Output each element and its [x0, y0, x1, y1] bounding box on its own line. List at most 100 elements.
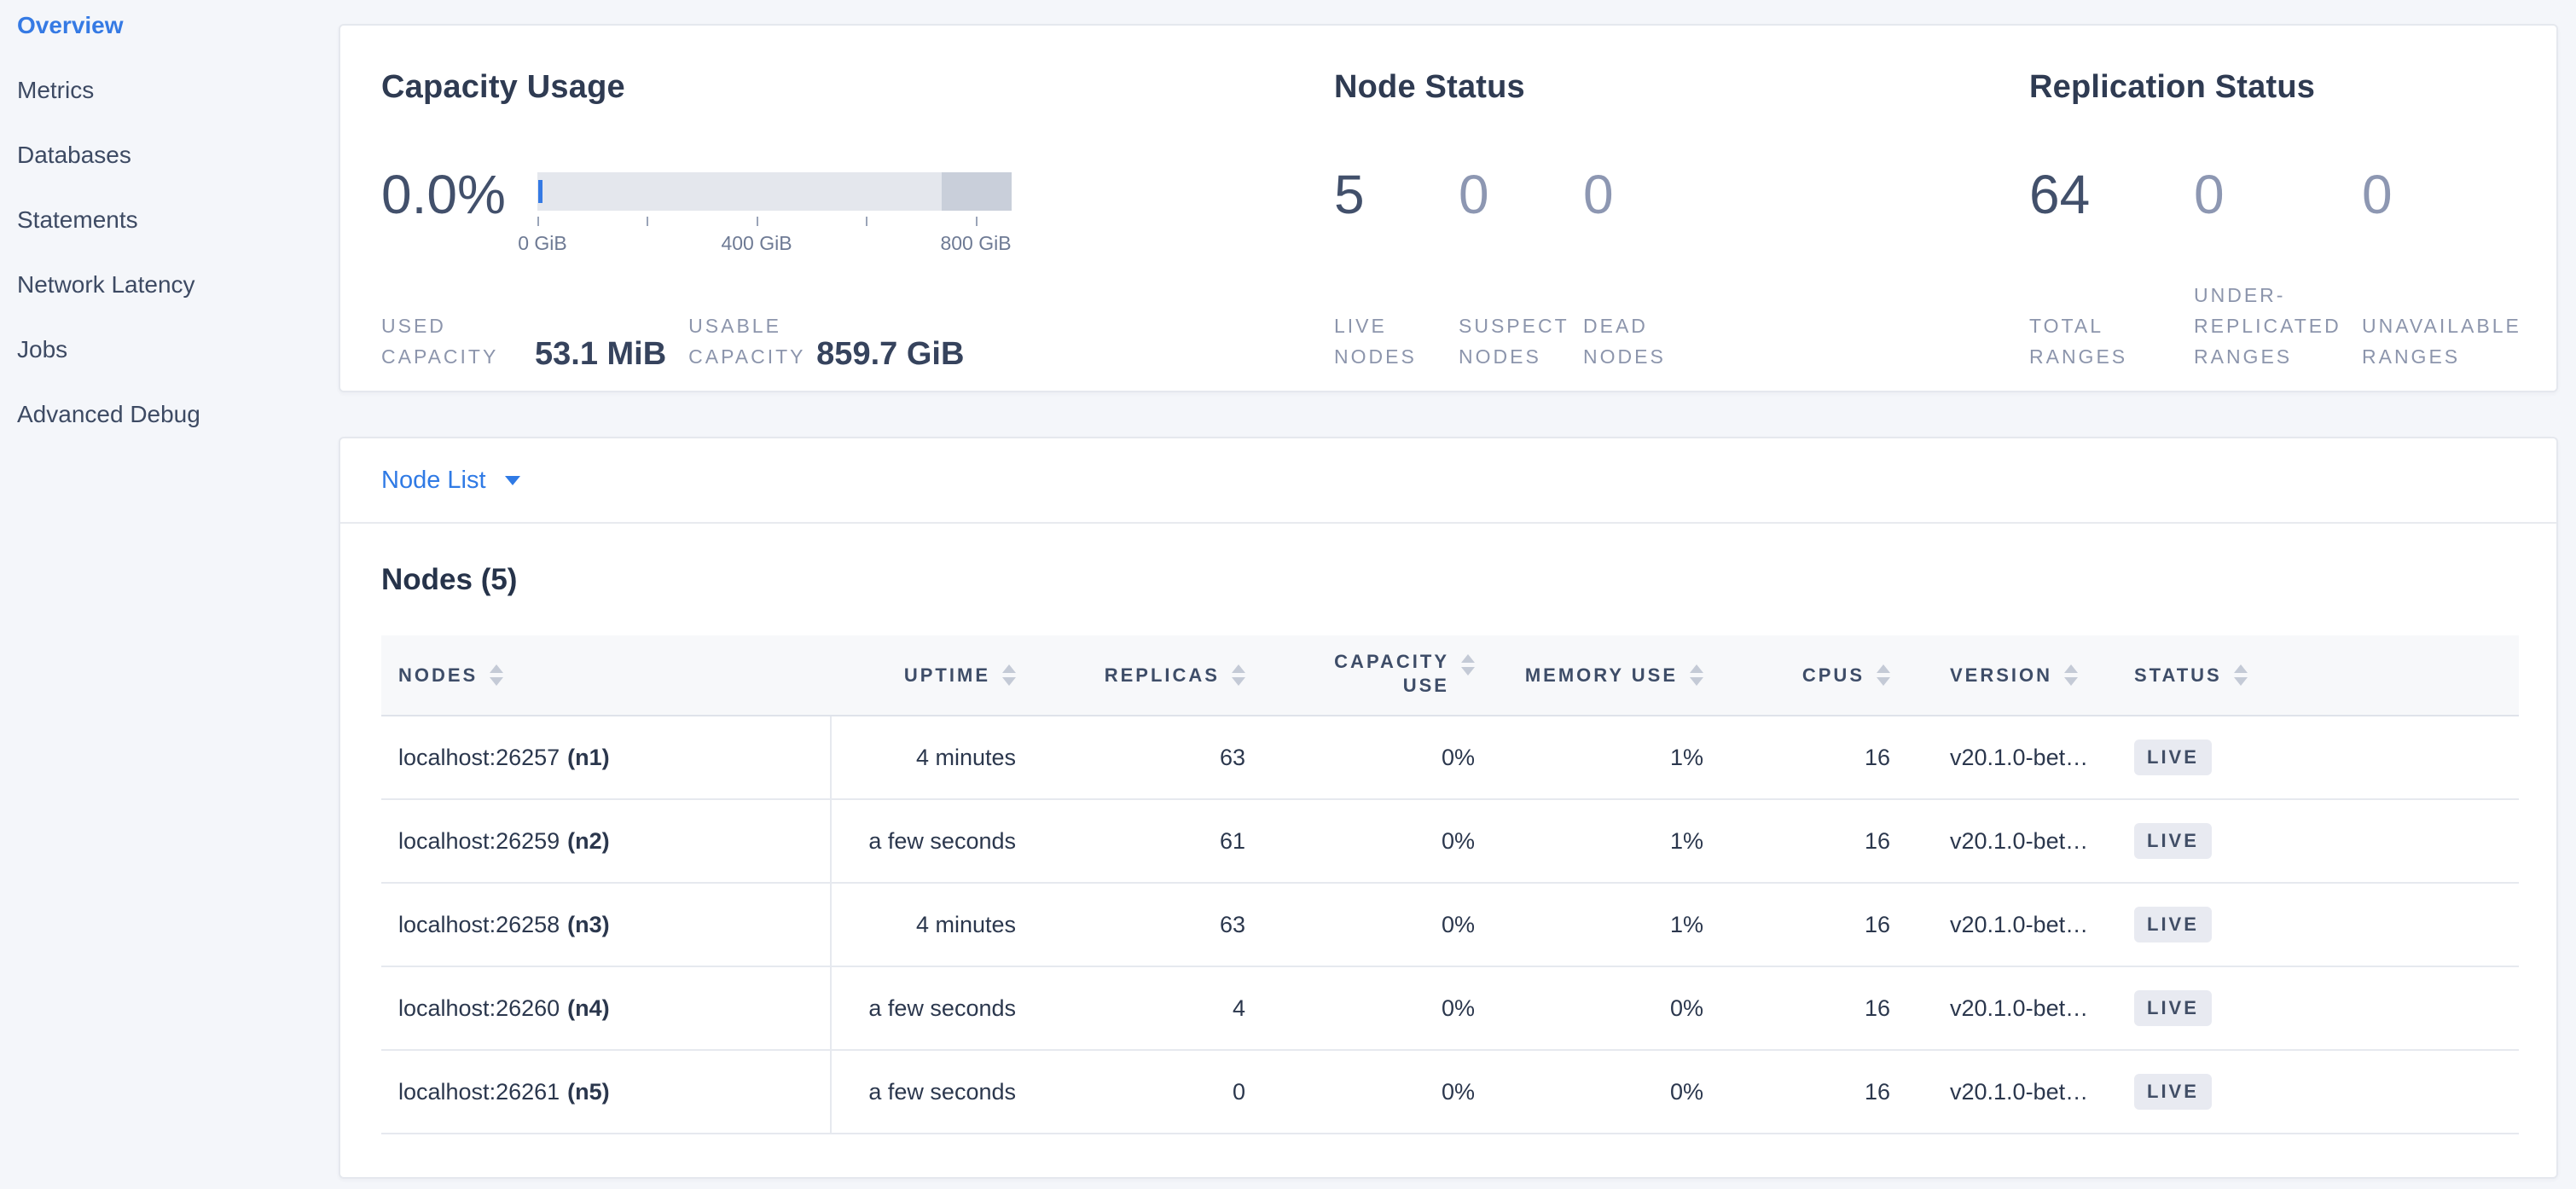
node-id: (n1) — [567, 744, 610, 770]
nodes-heading: Nodes (5) — [381, 563, 518, 596]
version-cell: v20.1.0-bet… — [1950, 827, 2089, 854]
sort-icon — [1461, 654, 1475, 676]
status-badge: LIVE — [2134, 740, 2212, 775]
sort-icon — [1232, 664, 1245, 686]
capacity-details: USED CAPACITY 53.1 MiB USABLE CAPACITY 8… — [381, 310, 964, 372]
column-header-cpus[interactable]: CPUS — [1724, 635, 1911, 715]
node-status-labels: LIVE NODES SUSPECT NODES DEAD NODES — [1334, 310, 1711, 372]
cpus-cell: 16 — [1864, 827, 1890, 854]
axis-tick — [537, 217, 539, 226]
node-list-card: Node List Nodes (5) NODES UPTIME REPLICA… — [339, 437, 2558, 1179]
replicas-cell: 63 — [1219, 911, 1245, 937]
dead-nodes-value: 0 — [1583, 164, 1614, 225]
axis-label: 400 GiB — [721, 232, 792, 254]
live-nodes-value: 5 — [1334, 164, 1365, 225]
replicas-cell: 63 — [1219, 744, 1245, 770]
column-header-version[interactable]: VERSION — [1911, 635, 2121, 715]
column-header-replicas[interactable]: REPLICAS — [1036, 635, 1266, 715]
table-row[interactable]: localhost:26261 (n5) a few seconds 0 0% 0… — [381, 1051, 2519, 1134]
version-cell: v20.1.0-bet… — [1950, 744, 2089, 770]
replication-labels: TOTAL RANGES UNDER-REPLICATED RANGES UNA… — [2029, 280, 2532, 372]
axis-tick — [866, 217, 867, 226]
chevron-down-icon — [504, 475, 520, 485]
under-replicated-ranges-value: 0 — [2194, 164, 2225, 225]
node-id: (n4) — [567, 995, 610, 1021]
cpus-cell: 16 — [1864, 995, 1890, 1021]
node-status-values: 5 0 0 — [1334, 159, 1711, 230]
column-header-status[interactable]: STATUS — [2121, 635, 2519, 715]
sidebar-item-label: Jobs — [17, 336, 68, 362]
node-address: localhost:26259 — [398, 827, 560, 854]
replication-status-title: Replication Status — [2029, 69, 2316, 105]
sidebar-item-label: Statements — [17, 206, 138, 233]
status-badge: LIVE — [2134, 907, 2212, 942]
column-header-uptime[interactable]: UPTIME — [832, 635, 1036, 715]
node-status-title: Node Status — [1334, 69, 1525, 105]
sidebar-item-label: Network Latency — [17, 271, 195, 298]
nodes-table: NODES UPTIME REPLICAS CAPACITY USE MEMOR… — [381, 635, 2519, 1134]
unavailable-ranges-value: 0 — [2362, 164, 2393, 225]
node-address: localhost:26257 — [398, 744, 560, 770]
capacity-bar-track — [537, 172, 1012, 211]
sidebar-item-label: Advanced Debug — [17, 401, 200, 427]
replication-values: 64 0 0 — [2029, 159, 2532, 230]
capacity-percent: 0.0% — [381, 164, 506, 225]
sidebar-item-overview[interactable]: Overview — [0, 0, 333, 58]
capacity-use-cell: 0% — [1441, 995, 1475, 1021]
node-id: (n5) — [567, 1078, 610, 1105]
capacity-bar-reserved-segment — [942, 172, 1012, 211]
table-row[interactable]: localhost:26259 (n2) a few seconds 61 0% … — [381, 800, 2519, 884]
live-nodes-label: LIVE NODES — [1334, 315, 1417, 368]
memory-use-cell: 0% — [1669, 1078, 1703, 1105]
sort-icon — [1690, 664, 1703, 686]
cpus-cell: 16 — [1864, 1078, 1890, 1105]
capacity-use-cell: 0% — [1441, 744, 1475, 770]
column-header-nodes[interactable]: NODES — [381, 635, 832, 715]
replicas-cell: 0 — [1232, 1078, 1245, 1105]
capacity-use-cell: 0% — [1441, 1078, 1475, 1105]
status-badge: LIVE — [2134, 1074, 2212, 1110]
table-row[interactable]: localhost:26260 (n4) a few seconds 4 0% 0… — [381, 967, 2519, 1051]
node-list-dropdown[interactable]: Node List — [340, 438, 2556, 524]
sidebar-item-metrics[interactable]: Metrics — [0, 58, 333, 123]
memory-use-cell: 0% — [1669, 995, 1703, 1021]
axis-tick — [757, 217, 758, 226]
uptime-cell: 4 minutes — [915, 744, 1016, 770]
column-header-memory-use[interactable]: MEMORY USE — [1495, 635, 1724, 715]
node-address: localhost:26258 — [398, 911, 560, 937]
used-capacity-value: 53.1 MiB — [535, 336, 667, 372]
sidebar-item-databases[interactable]: Databases — [0, 123, 333, 188]
sidebar-item-jobs[interactable]: Jobs — [0, 317, 333, 382]
memory-use-cell: 1% — [1669, 827, 1703, 854]
version-cell: v20.1.0-bet… — [1950, 911, 2089, 937]
sort-icon — [490, 664, 504, 686]
memory-use-cell: 1% — [1669, 911, 1703, 937]
uptime-cell: a few seconds — [868, 1078, 1016, 1105]
capacity-use-cell: 0% — [1441, 911, 1475, 937]
status-badge: LIVE — [2134, 823, 2212, 859]
sidebar-item-label: Databases — [17, 142, 131, 168]
version-cell: v20.1.0-bet… — [1950, 995, 2089, 1021]
sort-icon — [1877, 664, 1890, 686]
uptime-cell: a few seconds — [868, 827, 1016, 854]
memory-use-cell: 1% — [1669, 744, 1703, 770]
sidebar-item-network-latency[interactable]: Network Latency — [0, 252, 333, 317]
version-cell: v20.1.0-bet… — [1950, 1078, 2089, 1105]
node-id: (n3) — [567, 911, 610, 937]
sort-icon — [2064, 664, 2079, 686]
capacity-use-cell: 0% — [1441, 827, 1475, 854]
dead-nodes-label: DEAD NODES — [1583, 315, 1666, 368]
under-replicated-ranges-label: UNDER-REPLICATED RANGES — [2194, 284, 2341, 368]
node-list-dropdown-label: Node List — [381, 466, 486, 494]
table-row[interactable]: localhost:26257 (n1) 4 minutes 63 0% 1% 1… — [381, 716, 2519, 800]
uptime-cell: 4 minutes — [915, 911, 1016, 937]
sidebar-item-advanced-debug[interactable]: Advanced Debug — [0, 382, 333, 447]
node-address: localhost:26260 — [398, 995, 560, 1021]
sidebar-item-label: Overview — [17, 12, 124, 38]
replicas-cell: 61 — [1219, 827, 1245, 854]
uptime-cell: a few seconds — [868, 995, 1016, 1021]
column-header-capacity-use[interactable]: CAPACITY USE — [1266, 635, 1495, 715]
sidebar-item-statements[interactable]: Statements — [0, 188, 333, 252]
sort-icon — [2233, 664, 2248, 686]
table-row[interactable]: localhost:26258 (n3) 4 minutes 63 0% 1% 1… — [381, 884, 2519, 967]
